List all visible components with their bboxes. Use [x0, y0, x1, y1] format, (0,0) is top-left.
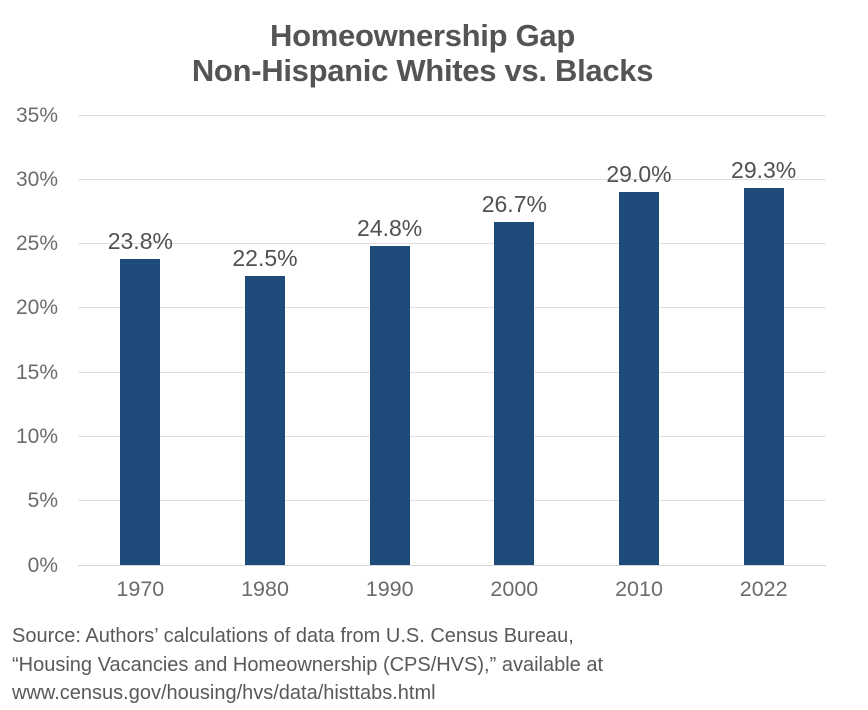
y-tick-label: 20%	[15, 296, 58, 320]
source-note: Source: Authors’ calculations of data fr…	[12, 622, 772, 708]
y-tick-label: 25%	[15, 232, 58, 256]
y-tick-label: 0%	[27, 553, 58, 577]
bar-value-label: 29.3%	[731, 157, 797, 184]
x-tick-label: 2000	[490, 577, 539, 601]
y-tick-label: 35%	[15, 103, 58, 127]
grid-line	[78, 435, 826, 437]
bar-value-label: 24.8%	[357, 215, 423, 242]
y-tick-label: 15%	[15, 360, 58, 384]
bar-2022	[743, 188, 784, 565]
plot-area: 23.8% 22.5% 24.8% 26.7% 29.0% 29.3%	[78, 114, 826, 566]
bar-value-label: 26.7%	[481, 190, 547, 217]
y-tick-label: 30%	[15, 167, 58, 191]
grid-line	[78, 564, 826, 566]
x-tick-label: 1990	[365, 577, 414, 601]
bar-2010	[619, 192, 659, 565]
y-axis: 0% 5% 10% 15% 20% 25% 30% 35%	[0, 104, 58, 577]
chart-title: Homeownership Gap Non-Hispanic Whites vs…	[0, 18, 845, 88]
grid-line	[78, 243, 826, 245]
grid-line	[78, 114, 826, 116]
chart-title-line-1: Homeownership Gap	[270, 18, 575, 53]
source-line-3: www.census.gov/housing/hvs/data/histtabs…	[12, 682, 436, 704]
bar-2000	[494, 221, 535, 565]
bar-value-label: 22.5%	[232, 244, 298, 271]
bar-value-label: 23.8%	[107, 228, 173, 254]
bar-value-label: 29.0%	[606, 161, 672, 188]
source-line-2: “Housing Vacancies and Homeownership (CP…	[12, 653, 604, 676]
x-tick-label: 2022	[739, 577, 788, 601]
y-tick-label: 5%	[27, 489, 58, 513]
x-tick-label: 1970	[116, 577, 165, 601]
x-axis: 1970 1980 1990 2000 2010 2022	[78, 577, 826, 603]
x-tick-label: 2010	[615, 577, 663, 601]
grid-line	[78, 307, 826, 309]
bar-1990	[369, 246, 410, 565]
grid-line	[78, 371, 826, 373]
x-tick-label: 1980	[241, 577, 289, 601]
chart-title-line-2: Non-Hispanic Whites vs. Blacks	[191, 53, 654, 88]
grid-line	[78, 178, 826, 180]
grid-line	[78, 500, 826, 502]
y-tick-label: 10%	[15, 424, 58, 448]
bar-1980	[245, 275, 285, 565]
bar-1970	[120, 259, 161, 565]
source-line-1: Source: Authors’ calculations of data fr…	[12, 625, 574, 647]
